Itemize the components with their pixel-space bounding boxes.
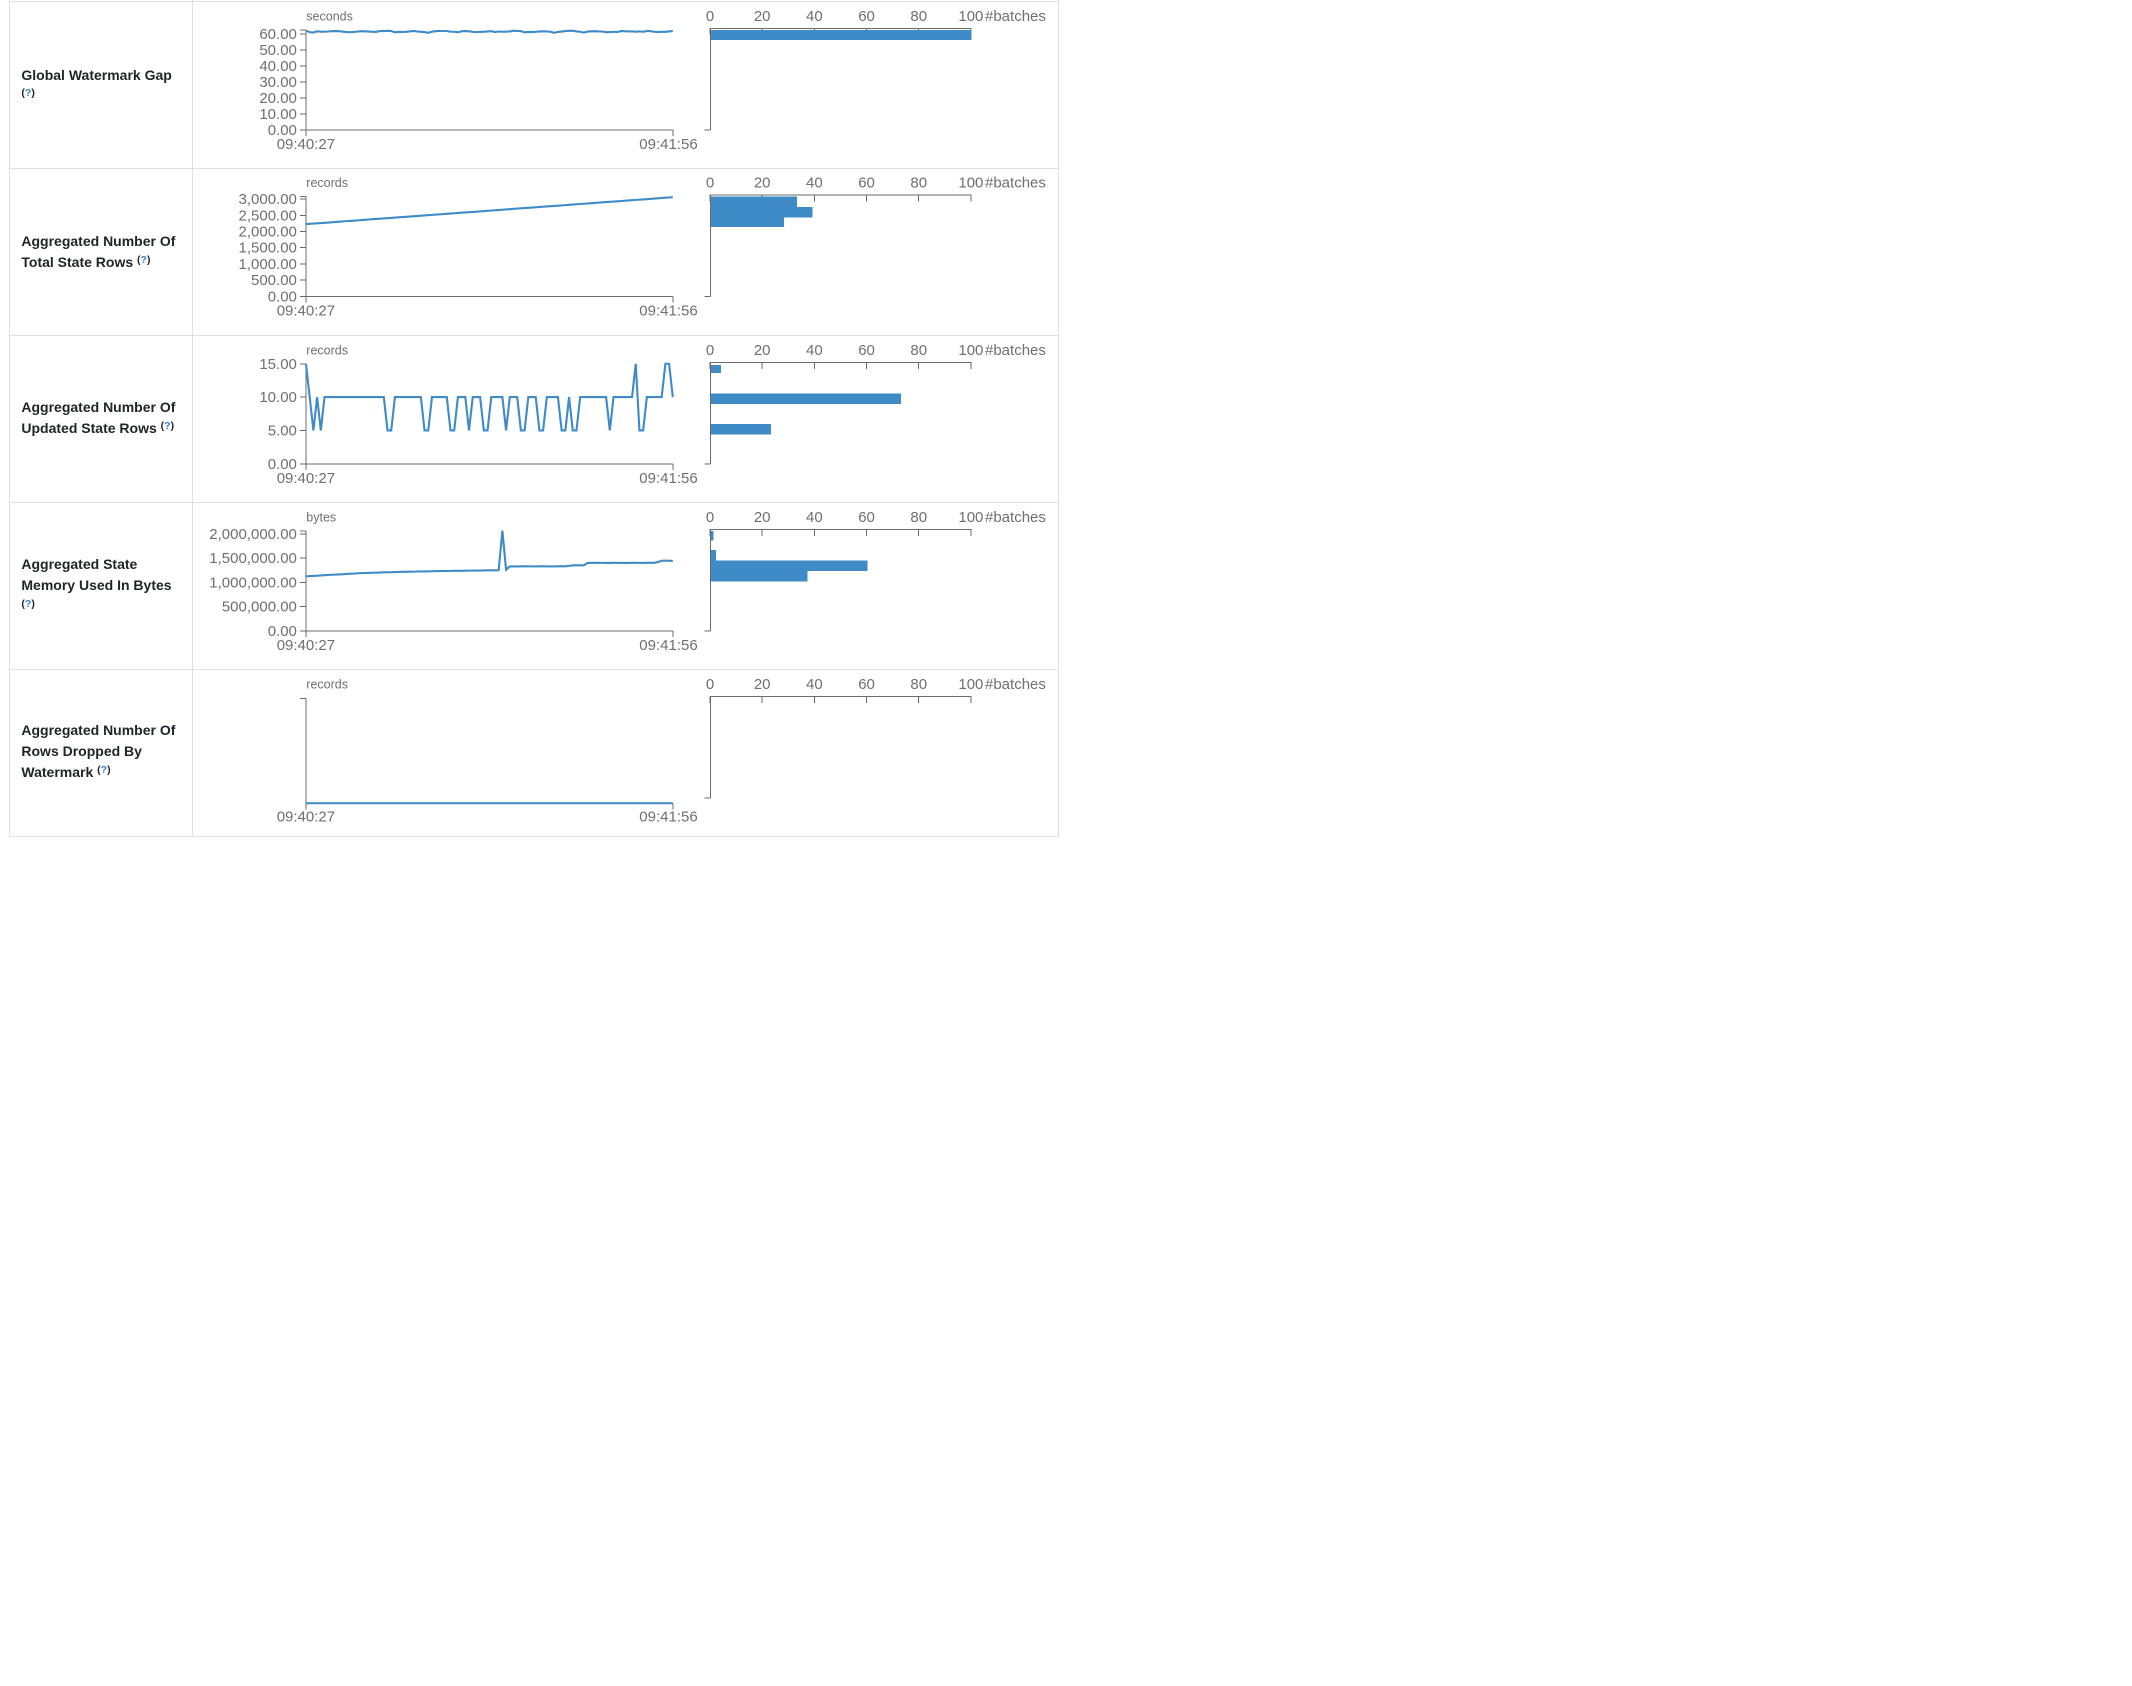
svg-text:0: 0 (706, 342, 714, 359)
svg-text:80: 80 (910, 676, 927, 693)
svg-text:30.00: 30.00 (259, 74, 297, 91)
svg-text:#batches: #batches (985, 676, 1046, 693)
svg-text:500,000.00: 500,000.00 (222, 599, 297, 616)
svg-text:3,000.00: 3,000.00 (239, 191, 297, 208)
svg-text:20: 20 (754, 175, 771, 192)
svg-text:40: 40 (806, 175, 823, 192)
svg-text:#batches: #batches (985, 509, 1046, 526)
svg-text:40: 40 (806, 8, 823, 25)
svg-text:0.00: 0.00 (268, 122, 297, 139)
svg-text:0.00: 0.00 (268, 623, 297, 640)
svg-text:100: 100 (958, 8, 983, 25)
svg-text:100: 100 (958, 175, 983, 192)
svg-text:10.00: 10.00 (259, 106, 297, 123)
svg-text:records: records (306, 343, 348, 357)
svg-text:1,000.00: 1,000.00 (239, 256, 297, 273)
svg-text:1,500,000.00: 1,500,000.00 (209, 550, 297, 567)
svg-text:records: records (306, 176, 348, 190)
svg-text:09:40:27: 09:40:27 (277, 303, 335, 320)
svg-text:5.00: 5.00 (268, 422, 297, 439)
svg-text:2,500.00: 2,500.00 (239, 207, 297, 224)
svg-text:2,000.00: 2,000.00 (239, 224, 297, 241)
svg-text:#batches: #batches (985, 175, 1046, 192)
svg-text:0: 0 (706, 676, 714, 693)
svg-text:20.00: 20.00 (259, 90, 297, 107)
svg-text:09:41:56: 09:41:56 (639, 637, 697, 654)
svg-text:40.00: 40.00 (259, 58, 297, 75)
svg-text:100: 100 (958, 342, 983, 359)
svg-text:20: 20 (754, 8, 771, 25)
svg-text:2,000,000.00: 2,000,000.00 (209, 526, 297, 543)
svg-text:60: 60 (858, 175, 875, 192)
svg-text:09:40:27: 09:40:27 (277, 637, 335, 654)
svg-text:#batches: #batches (985, 8, 1046, 25)
svg-text:60: 60 (858, 8, 875, 25)
svg-text:20: 20 (754, 342, 771, 359)
svg-text:0: 0 (706, 8, 714, 25)
svg-text:80: 80 (910, 175, 927, 192)
svg-text:10.00: 10.00 (259, 389, 297, 406)
svg-text:09:40:27: 09:40:27 (277, 470, 335, 487)
svg-text:bytes: bytes (306, 510, 336, 524)
svg-text:20: 20 (754, 509, 771, 526)
svg-text:80: 80 (910, 8, 927, 25)
svg-text:500.00: 500.00 (251, 272, 297, 289)
svg-text:60: 60 (858, 509, 875, 526)
svg-text:09:40:27: 09:40:27 (277, 808, 335, 825)
svg-text:60: 60 (858, 676, 875, 693)
svg-text:1,000,000.00: 1,000,000.00 (209, 574, 297, 591)
svg-text:20: 20 (754, 676, 771, 693)
svg-text:40: 40 (806, 676, 823, 693)
svg-text:15.00: 15.00 (259, 356, 297, 373)
svg-text:40: 40 (806, 509, 823, 526)
svg-text:09:41:56: 09:41:56 (639, 303, 697, 320)
svg-text:09:41:56: 09:41:56 (639, 808, 697, 825)
svg-text:50.00: 50.00 (259, 42, 297, 59)
svg-text:80: 80 (910, 342, 927, 359)
svg-text:0: 0 (706, 509, 714, 526)
svg-text:09:40:27: 09:40:27 (277, 136, 335, 153)
svg-text:100: 100 (958, 509, 983, 526)
svg-text:09:41:56: 09:41:56 (639, 136, 697, 153)
svg-text:records: records (306, 677, 348, 691)
svg-text:0: 0 (706, 175, 714, 192)
svg-text:09:41:56: 09:41:56 (639, 470, 697, 487)
svg-text:#batches: #batches (985, 342, 1046, 359)
svg-text:80: 80 (910, 509, 927, 526)
svg-text:60: 60 (858, 342, 875, 359)
svg-text:40: 40 (806, 342, 823, 359)
svg-text:1,500.00: 1,500.00 (239, 240, 297, 257)
svg-text:0.00: 0.00 (268, 288, 297, 305)
svg-text:100: 100 (958, 676, 983, 693)
svg-text:seconds: seconds (306, 9, 353, 23)
svg-text:0.00: 0.00 (268, 456, 297, 473)
svg-text:60.00: 60.00 (259, 26, 297, 43)
